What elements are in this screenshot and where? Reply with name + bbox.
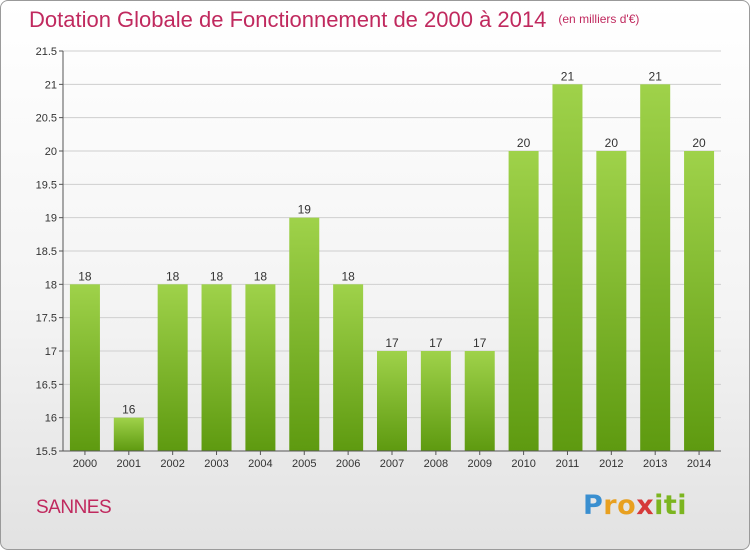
data-label-2007: 17 xyxy=(385,336,399,350)
x-tick-label-2000: 2000 xyxy=(73,458,97,470)
bar-2003 xyxy=(201,284,232,451)
x-tick-label-2001: 2001 xyxy=(117,458,141,470)
x-tick-label-2013: 2013 xyxy=(643,458,667,470)
data-label-2014: 20 xyxy=(692,136,706,150)
chart-unit: (en milliers d'€) xyxy=(558,12,640,26)
x-tick-label-2003: 2003 xyxy=(204,458,228,470)
chart-title: Dotation Globale de Fonctionnement de 20… xyxy=(29,7,639,33)
logo-letter: t xyxy=(663,490,678,521)
bar-2001 xyxy=(113,417,144,451)
y-tick-label: 20.5 xyxy=(36,113,57,125)
x-tick-label-2008: 2008 xyxy=(424,458,448,470)
y-tick-label: 16 xyxy=(45,413,57,425)
bar-2006 xyxy=(333,284,364,451)
y-tick-label: 18.5 xyxy=(36,246,57,258)
bar-2011 xyxy=(552,84,583,451)
logo-letter: i xyxy=(677,490,688,521)
y-tick-label: 17 xyxy=(45,346,57,358)
x-tick-label-2009: 2009 xyxy=(467,458,491,470)
y-tick-label: 18 xyxy=(45,279,57,291)
commune-name: SANNES xyxy=(36,497,112,518)
bars xyxy=(69,84,715,451)
y-tick-label: 16.5 xyxy=(36,379,57,391)
y-tick-label: 19.5 xyxy=(36,179,57,191)
bar-2013 xyxy=(640,84,671,451)
x-tick-label-2004: 2004 xyxy=(248,458,272,470)
y-tick-label: 17.5 xyxy=(36,313,57,325)
logo-letter: x xyxy=(636,490,655,521)
y-tick-label: 20 xyxy=(45,146,57,158)
data-label-2010: 20 xyxy=(517,136,531,150)
data-label-2013: 21 xyxy=(649,69,663,83)
y-axis: 15.5 16 16.5 17 17.5 18 18.5 19 19.5 20 20.5 21 21.5 xyxy=(36,46,64,458)
data-label-2004: 18 xyxy=(254,269,268,283)
x-tick-label-2010: 2010 xyxy=(511,458,535,470)
x-tick-label-2011: 2011 xyxy=(556,458,580,470)
x-tick-label-2002: 2002 xyxy=(160,458,184,470)
x-tick-label-2006: 2006 xyxy=(336,458,360,470)
proxiti-logo[interactable]: Proxiti xyxy=(583,490,687,521)
data-label-2009: 17 xyxy=(473,336,487,350)
bar-2007 xyxy=(377,351,407,451)
bar-2012 xyxy=(596,151,627,451)
bar-2000 xyxy=(69,284,100,451)
x-tick-label-2005: 2005 xyxy=(292,458,316,470)
bar-2014 xyxy=(684,151,715,451)
bar-2002 xyxy=(157,284,188,451)
bar-2004 xyxy=(245,284,276,451)
y-tick-label: 21 xyxy=(45,79,57,91)
logo-letter: P xyxy=(583,490,604,521)
x-tick-label-2007: 2007 xyxy=(380,458,404,470)
data-label-2001: 16 xyxy=(122,403,136,417)
data-label-2012: 20 xyxy=(605,136,619,150)
data-labels: 18 16 18 18 18 19 18 17 17 17 20 21 20 21 20 xyxy=(78,69,706,416)
bar-2008 xyxy=(420,351,451,451)
x-tick-label-2012: 2012 xyxy=(599,458,623,470)
bar-2005 xyxy=(289,217,320,451)
x-axis: 2000 2001 2002 2003 2004 2005 2006 2007 2008 2009… xyxy=(63,450,721,470)
logo-letter: i xyxy=(654,490,664,521)
y-tick-label: 19 xyxy=(45,213,57,225)
data-label-2006: 18 xyxy=(341,269,355,283)
bar-2010 xyxy=(508,151,539,451)
x-tick-label-2014: 2014 xyxy=(687,458,711,470)
logo-letter: o xyxy=(617,490,637,521)
y-tick-label: 15.5 xyxy=(36,446,57,458)
data-label-2011: 21 xyxy=(561,69,575,83)
chart-title-text: Dotation Globale de Fonctionnement de 20… xyxy=(29,7,547,32)
data-label-2003: 18 xyxy=(210,269,224,283)
data-label-2002: 18 xyxy=(166,269,180,283)
data-label-2000: 18 xyxy=(78,269,92,283)
y-tick-label: 21.5 xyxy=(36,46,57,58)
bar-2009 xyxy=(464,351,495,451)
data-label-2008: 17 xyxy=(429,336,443,350)
logo-letter: r xyxy=(603,490,618,521)
data-label-2005: 19 xyxy=(298,203,312,217)
